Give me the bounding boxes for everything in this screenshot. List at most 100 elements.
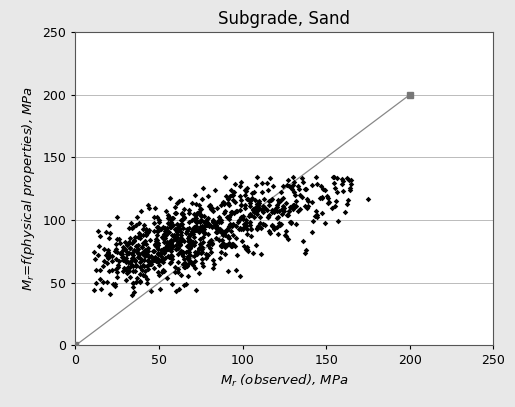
Point (90, 248, 98, 255)
Point (330, 179, 338, 186)
Point (128, 225, 136, 231)
Point (174, 224, 182, 230)
Point (152, 238, 160, 244)
Point (181, 260, 189, 266)
Point (243, 196, 251, 202)
Point (135, 219, 143, 226)
Point (142, 228, 150, 235)
Point (236, 225, 245, 232)
Point (197, 206, 205, 212)
Point (192, 201, 200, 208)
Point (160, 268, 168, 275)
Point (185, 236, 193, 243)
Point (284, 212, 293, 218)
Point (158, 269, 166, 276)
Point (192, 212, 200, 219)
Point (138, 208, 146, 214)
Point (162, 232, 170, 239)
Point (204, 215, 212, 222)
Point (207, 238, 215, 245)
Point (179, 211, 187, 217)
Point (170, 225, 179, 232)
Point (258, 179, 266, 186)
Point (170, 234, 178, 240)
Point (279, 203, 287, 209)
Point (325, 199, 334, 205)
Point (291, 192, 299, 198)
Point (129, 280, 137, 287)
Point (142, 241, 150, 247)
Point (210, 260, 218, 267)
Point (138, 250, 146, 257)
Point (213, 228, 221, 234)
Point (145, 205, 153, 212)
Point (218, 232, 227, 238)
Point (232, 222, 240, 229)
Point (316, 195, 324, 201)
Point (294, 208, 302, 214)
Point (143, 250, 151, 257)
Point (255, 205, 263, 212)
Point (171, 269, 179, 276)
Point (166, 195, 175, 201)
Point (266, 175, 274, 182)
Point (97, 285, 105, 292)
Point (104, 250, 112, 257)
Point (153, 236, 162, 243)
Point (229, 240, 237, 247)
Point (347, 181, 355, 187)
Point (240, 223, 248, 230)
Point (266, 229, 274, 236)
Point (214, 237, 222, 243)
Point (265, 197, 273, 204)
Point (186, 232, 194, 239)
Point (346, 187, 354, 194)
Point (165, 221, 174, 227)
Point (186, 231, 194, 238)
Point (167, 237, 176, 244)
Point (213, 205, 221, 212)
Point (220, 228, 229, 235)
Point (341, 209, 349, 216)
Point (243, 231, 251, 237)
Point (152, 255, 160, 261)
Point (240, 243, 248, 249)
Point (153, 228, 161, 235)
Point (201, 230, 210, 236)
Point (273, 208, 281, 214)
Point (203, 252, 212, 258)
Point (117, 249, 125, 256)
Point (259, 221, 267, 228)
Point (265, 212, 273, 218)
Point (180, 206, 188, 212)
Point (250, 188, 258, 195)
Point (269, 223, 277, 230)
Point (289, 202, 297, 209)
Point (127, 260, 135, 267)
Point (169, 232, 178, 239)
Point (154, 251, 162, 258)
Point (218, 228, 227, 234)
Point (203, 216, 211, 223)
Point (178, 197, 186, 204)
Point (153, 241, 162, 248)
Point (205, 239, 213, 245)
Point (177, 236, 185, 242)
Point (94, 252, 102, 259)
Point (275, 198, 283, 205)
Point (199, 263, 208, 269)
Point (167, 252, 176, 259)
Point (182, 248, 190, 255)
Point (192, 287, 200, 293)
Point (286, 204, 294, 210)
Point (193, 249, 201, 256)
Point (264, 213, 272, 220)
Point (344, 197, 352, 204)
Point (193, 219, 201, 225)
Point (173, 228, 181, 235)
Point (144, 266, 152, 272)
Point (183, 242, 191, 249)
Point (284, 177, 292, 183)
Point (301, 186, 309, 193)
Point (220, 200, 229, 207)
